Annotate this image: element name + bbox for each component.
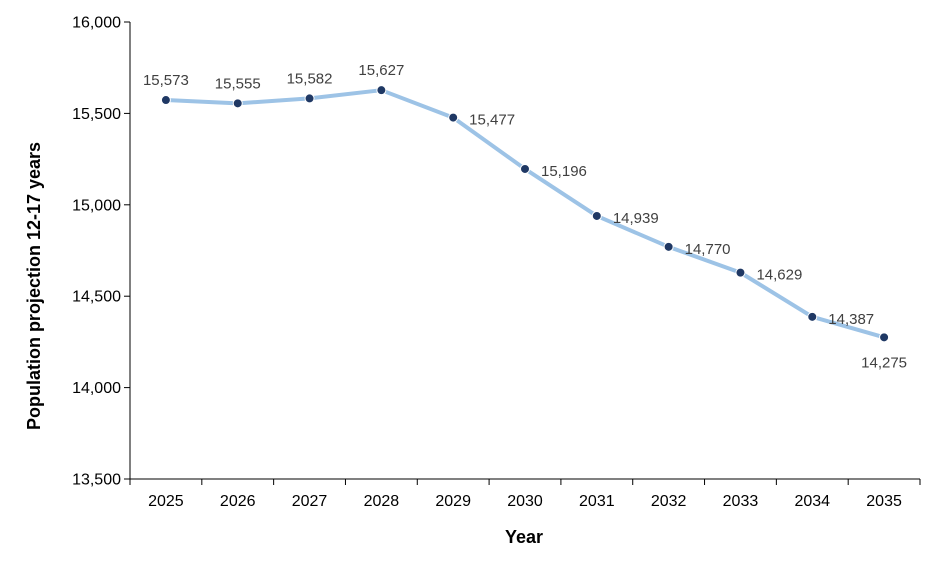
data-label: 15,573 bbox=[143, 72, 189, 89]
x-tick-label: 2026 bbox=[220, 493, 256, 510]
data-point bbox=[448, 112, 459, 123]
series-line bbox=[163, 88, 887, 340]
data-point bbox=[735, 267, 746, 278]
data-point bbox=[160, 95, 171, 106]
x-tick-label: 2033 bbox=[723, 493, 759, 510]
x-axis-title: Year bbox=[505, 527, 543, 547]
data-point bbox=[304, 93, 315, 104]
data-point bbox=[663, 241, 674, 252]
data-label: 14,770 bbox=[685, 241, 731, 258]
x-axis: 2025 2026 2027 2028 2029 2030 2031 2032 2033 2034… bbox=[129, 478, 921, 510]
data-label: 14,939 bbox=[613, 210, 659, 227]
data-label: 15,196 bbox=[541, 163, 587, 180]
y-tick-label: 13,500 bbox=[72, 472, 121, 489]
data-label: 15,555 bbox=[215, 75, 261, 92]
x-tick-label: 2031 bbox=[579, 493, 615, 510]
y-tick-label: 15,000 bbox=[72, 197, 121, 214]
x-tick-label: 2030 bbox=[507, 493, 543, 510]
data-point bbox=[376, 85, 387, 96]
data-label: 15,627 bbox=[358, 62, 404, 79]
data-labels: 15,573 15,555 15,582 15,627 15,477 15,196 14,9… bbox=[143, 62, 907, 371]
y-tick-label: 14,500 bbox=[72, 289, 121, 306]
data-label: 15,477 bbox=[469, 112, 515, 129]
y-tick-label: 14,000 bbox=[72, 380, 121, 397]
data-point bbox=[591, 210, 602, 221]
x-tick-label: 2025 bbox=[148, 493, 184, 510]
data-point bbox=[879, 332, 890, 343]
x-tick-label: 2035 bbox=[866, 493, 902, 510]
data-label: 14,629 bbox=[756, 267, 802, 284]
y-axis-title: Population projection 12-17 years bbox=[24, 142, 44, 430]
data-point bbox=[232, 98, 243, 109]
x-tick-label: 2027 bbox=[292, 493, 328, 510]
x-tick-label: 2032 bbox=[651, 493, 687, 510]
x-tick-label: 2028 bbox=[364, 493, 400, 510]
data-point bbox=[807, 311, 818, 322]
data-label: 14,387 bbox=[828, 311, 874, 328]
data-label: 15,582 bbox=[287, 70, 333, 87]
y-tick-label: 16,000 bbox=[72, 15, 121, 32]
y-tick-label: 15,500 bbox=[72, 106, 121, 123]
data-point bbox=[520, 163, 530, 174]
x-tick-label: 2029 bbox=[435, 493, 471, 510]
series-group bbox=[160, 85, 890, 343]
x-tick-label: 2034 bbox=[794, 493, 830, 510]
data-label: 14,275 bbox=[861, 354, 907, 371]
y-axis: 13,500 14,000 14,500 15,000 15,500 16,000 bbox=[72, 15, 131, 489]
